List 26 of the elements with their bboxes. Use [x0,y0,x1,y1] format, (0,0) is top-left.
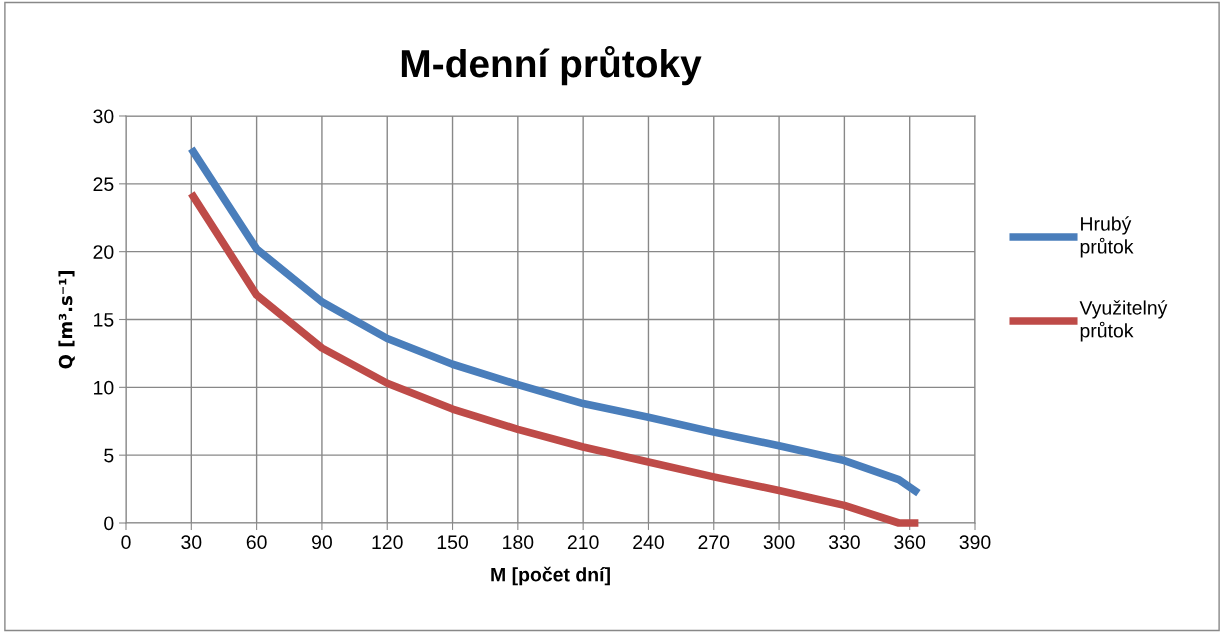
y-axis-title: Q [m³.s⁻¹] [58,271,75,369]
x-tick-label: 90 [312,535,332,550]
x-tick-label: 240 [633,535,664,550]
x-tick-label: 120 [372,535,403,550]
legend-label: Využitelný průtok [1079,300,1168,342]
x-axis-title: M [počet dní] [491,566,610,586]
legend-label: Hrubý průtok [1080,216,1134,258]
y-tick-label: 25 [93,177,114,192]
x-tick-label: 390 [959,535,991,550]
x-tick-label: 210 [567,535,599,550]
x-tick-label: 330 [828,535,860,550]
x-tick-label: 300 [763,535,795,550]
y-tick-label: 10 [94,380,114,395]
x-tick-label: 270 [698,535,730,550]
y-tick-label: 0 [104,516,114,531]
y-tick-label: 5 [104,448,114,463]
x-tick-label: 150 [437,535,468,550]
x-tick-label: 30 [181,535,202,550]
x-tick-label: 360 [894,535,926,550]
chart-title: M-denní průtoky [401,45,702,86]
y-tick-label: 20 [93,245,114,259]
y-tick-label: 15 [94,313,114,327]
x-tick-label: 180 [503,535,534,550]
y-tick-label: 30 [93,109,114,124]
x-tick-label: 60 [246,535,267,550]
x-tick-label: 0 [121,535,131,550]
